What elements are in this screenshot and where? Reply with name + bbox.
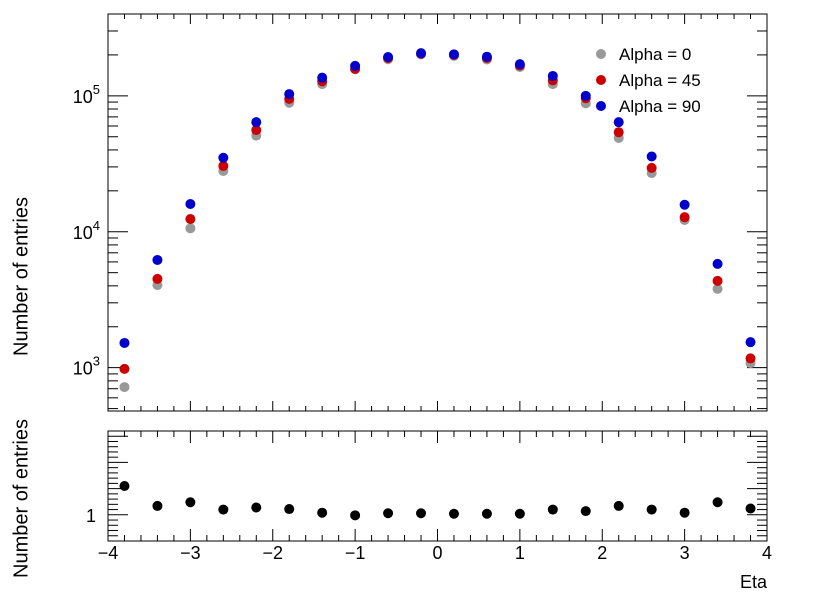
legend-marker <box>596 49 606 59</box>
series-alpha-90 <box>119 48 756 348</box>
ratio-point <box>284 504 295 515</box>
data-point <box>745 353 756 364</box>
ratio-point <box>416 508 427 519</box>
data-point <box>416 48 427 59</box>
top-data-points <box>119 48 756 393</box>
ratio-point <box>448 508 459 519</box>
data-point <box>251 117 262 128</box>
top-y-axis-label: Number of entries <box>10 197 32 356</box>
bottom-y-tick-label: 1 <box>86 506 96 526</box>
data-point <box>185 223 196 234</box>
data-point <box>152 273 163 284</box>
data-point <box>284 89 295 100</box>
legend-label: Alpha = 45 <box>619 71 701 90</box>
data-point <box>613 117 624 128</box>
x-tick-label: −3 <box>180 543 201 563</box>
top-axis-ticks <box>107 13 768 411</box>
data-point <box>646 151 657 162</box>
bottom-data-points <box>119 481 756 521</box>
x-tick-label: −2 <box>262 543 283 563</box>
top-y-tick-label: 103 <box>73 354 100 379</box>
legend-marker <box>596 75 606 85</box>
ratio-point <box>745 503 756 514</box>
ratio-point <box>514 508 525 519</box>
data-point <box>712 258 723 269</box>
legend-label: Alpha = 90 <box>619 97 701 116</box>
legend: Alpha = 0 Alpha = 45 Alpha = 90 <box>596 45 701 116</box>
ratio-point <box>218 504 229 515</box>
ratio-point <box>580 506 591 517</box>
data-point <box>745 337 756 348</box>
data-point <box>679 199 690 210</box>
top-y-tick-label: 104 <box>73 218 100 243</box>
data-point <box>152 254 163 265</box>
x-tick-label: 2 <box>597 543 607 563</box>
data-point <box>448 49 459 60</box>
top-y-tick-labels: 103 104 105 <box>73 82 100 379</box>
bottom-axis-ticks <box>107 430 768 541</box>
top-y-tick-label: 105 <box>73 82 100 107</box>
x-tick-label: 1 <box>515 543 525 563</box>
ratio-point <box>679 507 690 518</box>
bottom-y-axis-label: Number of entries <box>10 419 32 578</box>
data-point <box>218 160 229 171</box>
ratio-point <box>152 500 163 511</box>
data-point <box>119 382 130 393</box>
data-point <box>514 59 525 70</box>
x-tick-label: 4 <box>762 543 772 563</box>
x-tick-label: 3 <box>680 543 690 563</box>
bottom-y-tick-labels: 1 <box>86 506 96 526</box>
data-point <box>185 199 196 210</box>
data-point <box>218 152 229 163</box>
ratio-point <box>251 502 262 513</box>
data-point <box>712 283 723 294</box>
data-point <box>679 212 690 223</box>
x-tick-label: −1 <box>345 543 366 563</box>
bottom-plot-frame <box>107 430 768 542</box>
ratio-point <box>613 500 624 511</box>
data-point <box>646 162 657 173</box>
data-point <box>251 125 262 136</box>
ratio-point <box>383 508 394 519</box>
ratio-point <box>547 504 558 515</box>
ratio-point <box>646 504 657 515</box>
legend-marker <box>596 101 606 111</box>
data-point <box>350 60 361 71</box>
ratio-point <box>317 507 328 518</box>
data-point <box>547 70 558 81</box>
ratio-point <box>119 481 130 491</box>
data-point <box>613 127 624 138</box>
x-tick-label: −4 <box>98 543 119 563</box>
data-point <box>119 337 130 348</box>
data-point <box>185 214 196 225</box>
data-point <box>481 51 492 62</box>
bottom-panel: 1 −4 −3 −2 −1 0 1 2 3 4 Number of entries Eta <box>10 419 772 592</box>
data-point <box>580 90 591 101</box>
x-tick-label: 0 <box>432 543 442 563</box>
data-point <box>712 275 723 286</box>
legend-label: Alpha = 0 <box>619 45 691 64</box>
ratio-point <box>712 497 723 508</box>
ratio-point <box>185 497 196 508</box>
ratio-point <box>481 508 492 519</box>
bottom-x-tick-labels: −4 −3 −2 −1 0 1 2 3 4 <box>98 543 772 563</box>
ratio-point <box>350 510 361 521</box>
x-axis-label: Eta <box>740 572 768 592</box>
data-point <box>317 72 328 83</box>
data-point <box>383 52 394 63</box>
data-point <box>119 363 130 374</box>
